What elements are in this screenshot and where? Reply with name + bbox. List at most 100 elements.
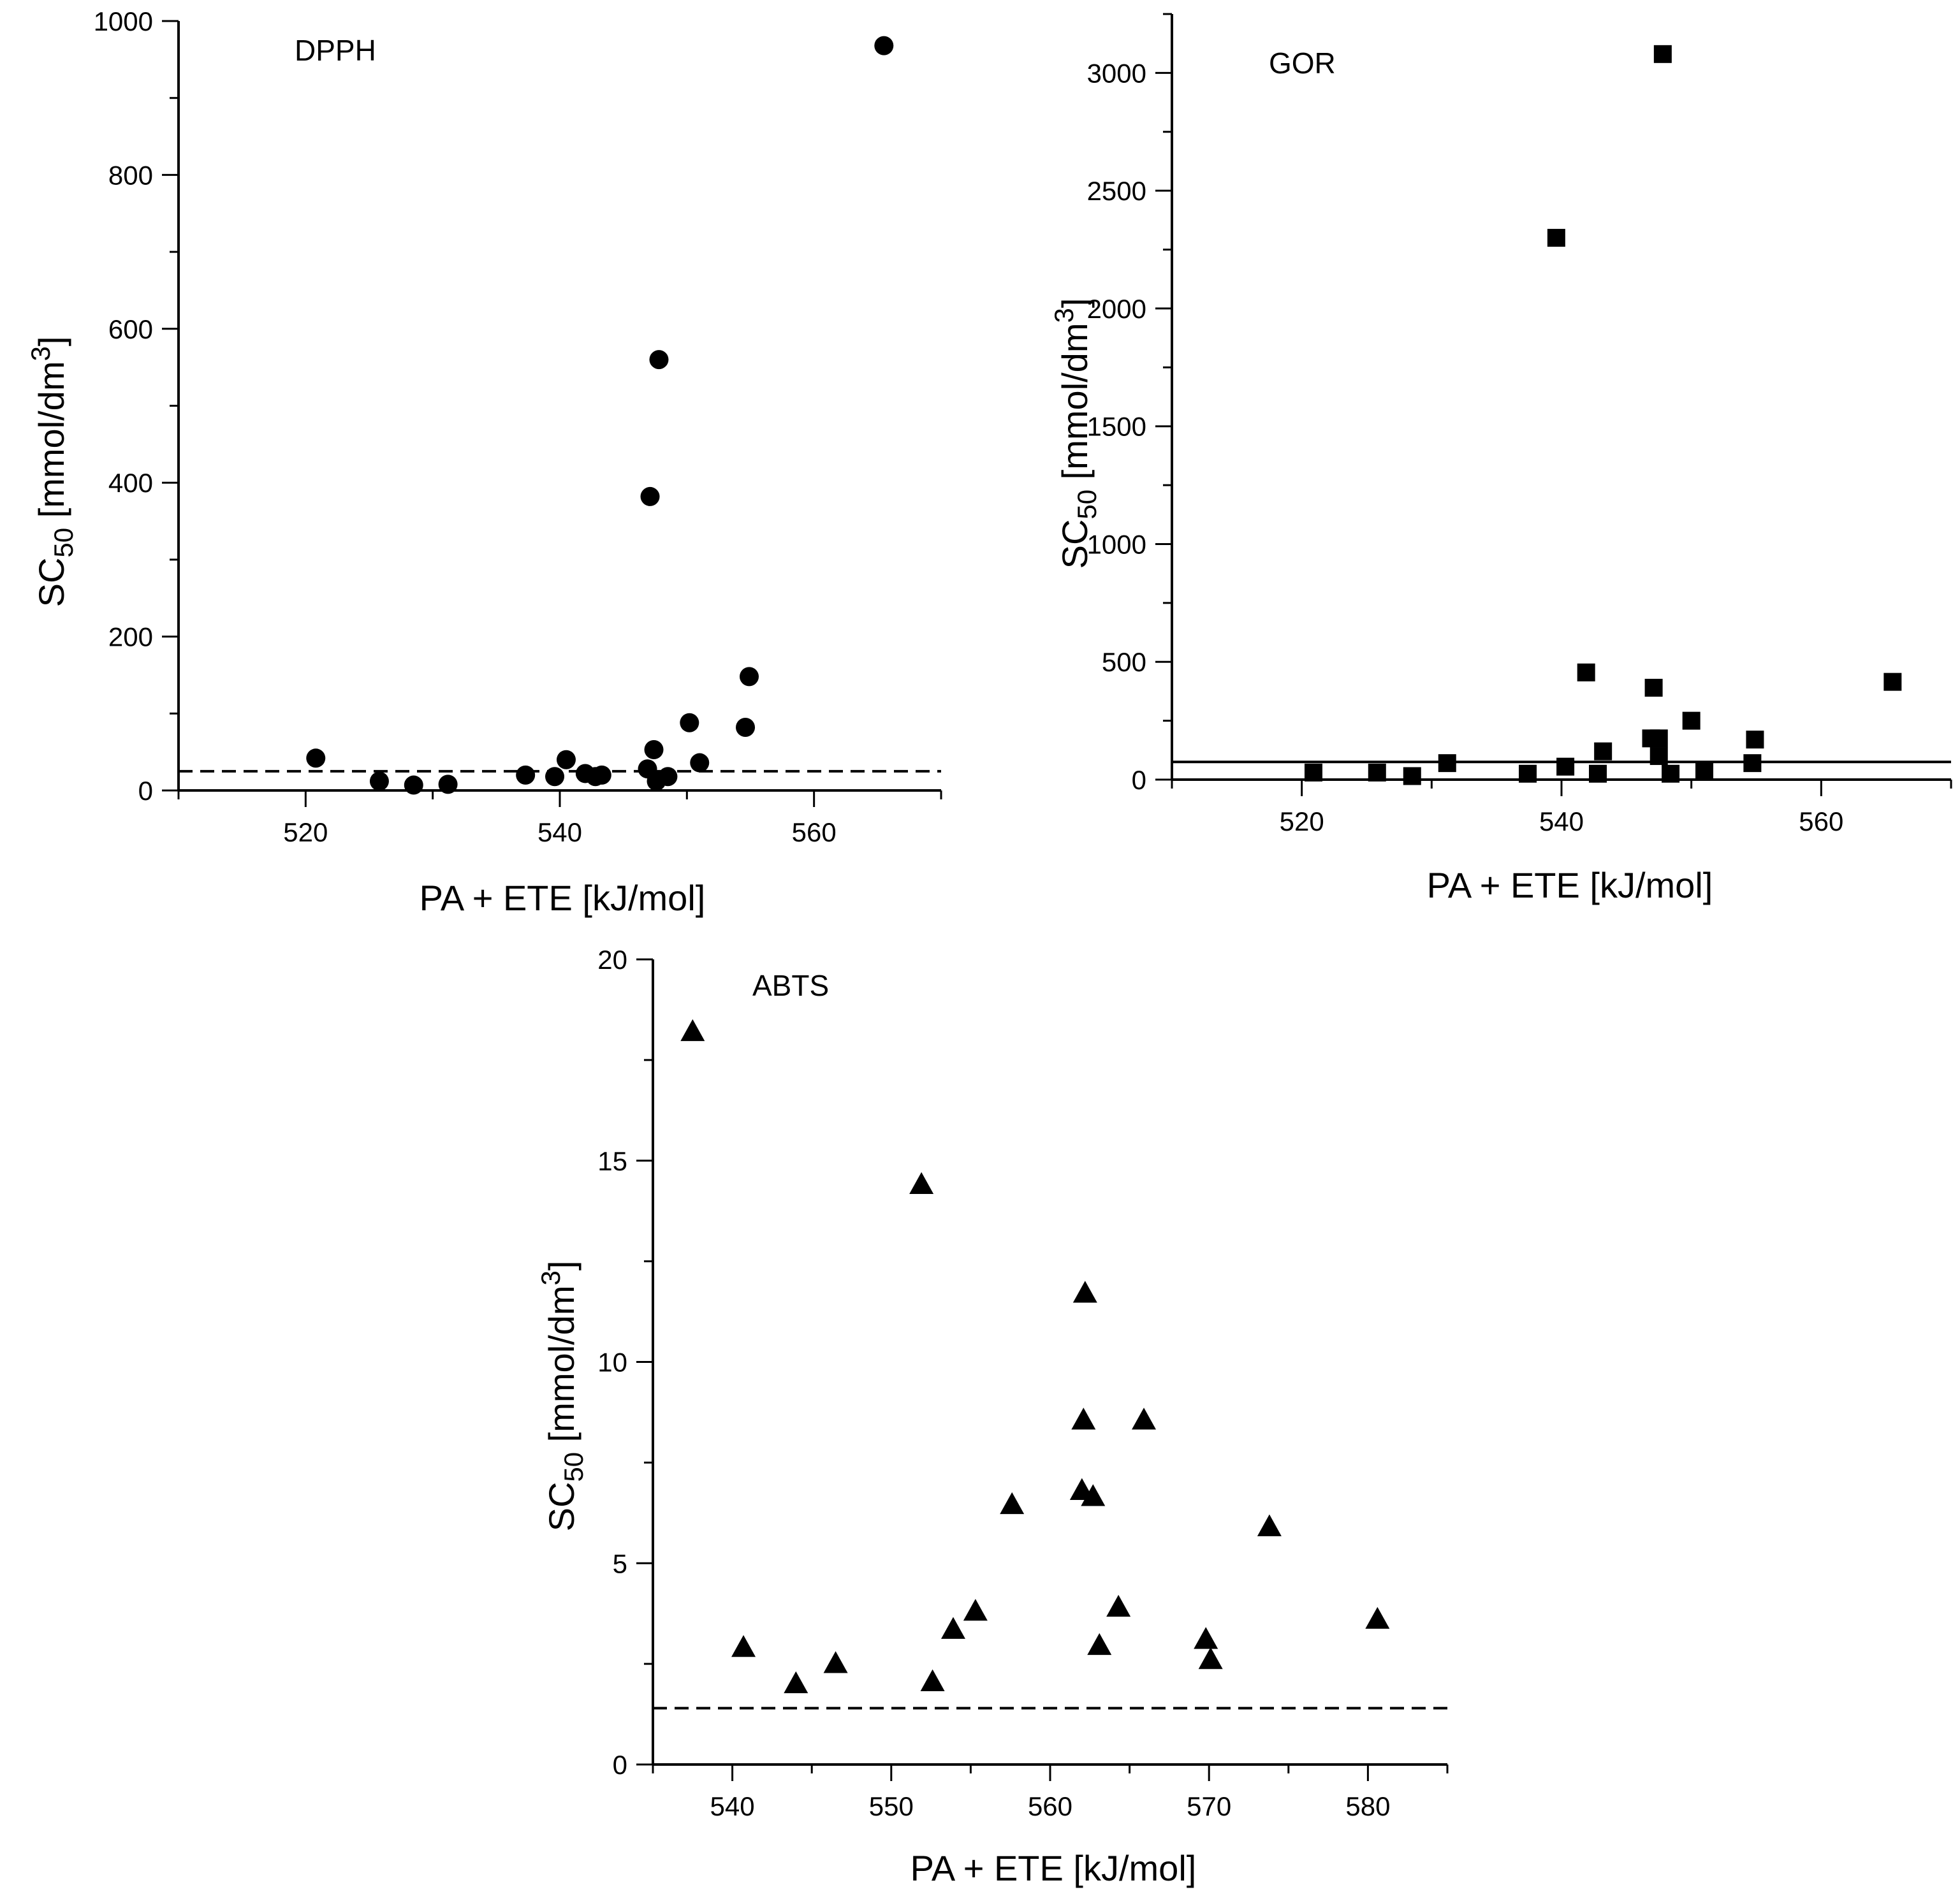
abts-y-tick-label: 15: [597, 1146, 627, 1176]
chart-panel-dpph: 520 540 560 0 200 400 600 800 1000 DPPH PA + ETE…: [26, 6, 942, 918]
gor-x-tick-label: 560: [1799, 806, 1843, 836]
data-point: [1000, 1492, 1025, 1515]
data-point: [731, 1635, 756, 1657]
data-point: [1649, 729, 1668, 748]
gor-y-tick-label: 0: [1132, 765, 1146, 795]
gor-y-title-close: ]: [1055, 298, 1095, 309]
data-point: [680, 713, 699, 732]
abts-y-title-superscript: 3: [536, 1270, 566, 1285]
data-point: [1695, 761, 1714, 780]
data-point: [1132, 1408, 1157, 1430]
data-point: [680, 1019, 705, 1042]
abts-tick-labels: 540 550 560 570 580 0 5 10 15 20: [597, 945, 1390, 1821]
gor-y-tick-label: 2500: [1087, 176, 1146, 206]
abts-chart-title: ABTS: [752, 969, 829, 1002]
abts-series: [680, 1019, 1390, 1694]
data-point: [909, 1172, 934, 1195]
gor-series: [1304, 45, 1902, 785]
dpph-y-title-close: ]: [31, 337, 71, 347]
data-point: [1577, 663, 1595, 681]
data-point: [640, 486, 660, 506]
dpph-y-title-unit: [mmol/dm: [31, 361, 71, 528]
dpph-y-tick-label: 1000: [94, 6, 153, 36]
chart-panel-gor: 520 540 560 0 500 1000 1500 2000 2500 3000 GOR PA…: [1049, 13, 1952, 905]
data-point: [545, 767, 565, 787]
data-point: [658, 767, 678, 787]
dpph-x-tick-label: 520: [283, 817, 328, 847]
dpph-y-tick-label: 200: [108, 622, 153, 652]
data-point: [1556, 757, 1575, 776]
abts-y-title-main: SC: [541, 1482, 581, 1532]
dpph-series: [306, 36, 894, 795]
abts-y-axis-title: SC50 [mmol/dm3]: [536, 1261, 589, 1532]
abts-x-tick-label: 540: [710, 1791, 755, 1821]
data-point: [1644, 678, 1663, 697]
data-point: [1106, 1594, 1131, 1617]
abts-y-title-subscript: 50: [559, 1452, 589, 1482]
data-point: [1081, 1484, 1106, 1506]
abts-y-title-close: ]: [541, 1261, 581, 1271]
dpph-y-tick-label: 400: [108, 468, 153, 498]
dpph-y-tick-label: 0: [138, 776, 153, 806]
dpph-y-axis-title: SC50 [mmol/dm3]: [26, 337, 78, 608]
gor-x-tick-label: 540: [1539, 806, 1584, 836]
data-point: [1883, 673, 1902, 691]
gor-y-tick-label: 1500: [1087, 412, 1146, 442]
abts-x-axis-title: PA + ETE [kJ/mol]: [911, 1848, 1197, 1888]
data-point: [438, 775, 458, 794]
gor-y-tick-label: 3000: [1087, 58, 1146, 88]
data-point: [1072, 1281, 1097, 1303]
dpph-y-title-main: SC: [31, 558, 71, 608]
abts-y-tick-label: 0: [613, 1750, 627, 1780]
gor-y-title-unit: [mmol/dm: [1055, 323, 1095, 490]
gor-y-title-subscript: 50: [1072, 490, 1102, 520]
data-point: [1365, 1606, 1390, 1629]
data-point: [1653, 45, 1672, 63]
data-point: [644, 740, 664, 760]
data-point: [1547, 229, 1565, 247]
data-point: [556, 750, 576, 769]
abts-axes: [636, 958, 1449, 1781]
data-point: [516, 765, 536, 785]
data-point: [1746, 731, 1764, 749]
dpph-x-tick-label: 560: [792, 817, 837, 847]
data-point: [874, 36, 894, 55]
abts-x-tick-label: 570: [1187, 1791, 1231, 1821]
chart-panel-abts: 540 550 560 570 580 0 5 10 15 20 ABTS PA + ETE [k…: [536, 945, 1449, 1888]
abts-x-tick-label: 580: [1345, 1791, 1390, 1821]
dpph-x-tick-label: 540: [538, 817, 582, 847]
dpph-chart-title: DPPH: [295, 34, 376, 67]
data-point: [404, 775, 423, 795]
gor-tick-labels: 520 540 560 0 500 1000 1500 2000 2500 3000: [1087, 58, 1844, 836]
data-point: [1198, 1647, 1223, 1670]
gor-chart-title: GOR: [1269, 47, 1336, 80]
gor-y-title-main: SC: [1055, 520, 1095, 569]
data-point: [740, 667, 759, 687]
dpph-x-axis-title: PA + ETE [kJ/mol]: [420, 878, 706, 918]
dpph-y-title-subscript: 50: [48, 528, 78, 558]
data-point: [1682, 711, 1700, 730]
data-point: [1257, 1514, 1282, 1536]
abts-y-tick-label: 5: [613, 1548, 627, 1578]
data-point: [369, 771, 389, 791]
data-point: [736, 718, 756, 738]
abts-y-tick-label: 10: [597, 1348, 627, 1378]
gor-y-axis-title: SC50 [mmol/dm3]: [1049, 298, 1102, 569]
dpph-tick-labels: 520 540 560 0 200 400 600 800 1000: [94, 6, 837, 847]
gor-axes: [1155, 13, 1952, 796]
dpph-y-title-superscript: 3: [26, 346, 55, 361]
abts-x-tick-label: 560: [1028, 1791, 1072, 1821]
gor-x-tick-label: 520: [1280, 806, 1324, 836]
gor-y-title-superscript: 3: [1049, 308, 1079, 323]
data-point: [920, 1669, 945, 1691]
data-point: [1194, 1627, 1218, 1649]
dpph-y-tick-label: 600: [108, 314, 153, 344]
abts-x-tick-label: 550: [869, 1791, 914, 1821]
gor-y-tick-label: 2000: [1087, 294, 1146, 324]
data-point: [1087, 1633, 1112, 1655]
abts-y-tick-label: 20: [597, 945, 627, 975]
data-point: [1594, 742, 1613, 760]
data-point: [306, 748, 326, 768]
